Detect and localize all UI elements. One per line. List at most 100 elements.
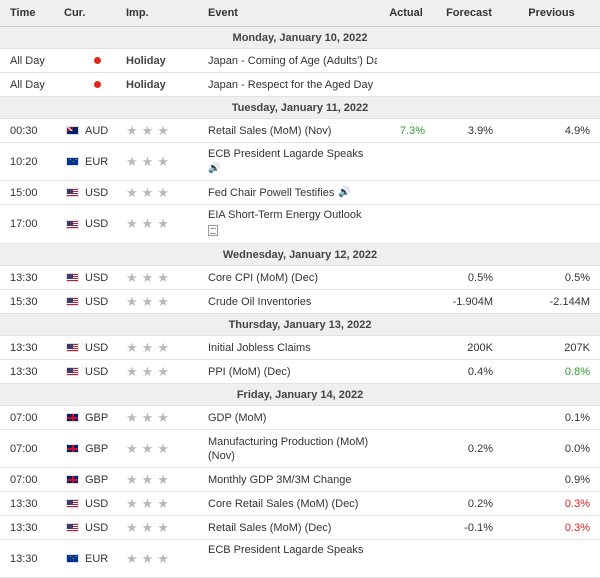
table-row[interactable]: 15:30 USD ★★★ Crude Oil Inventories -1.9… bbox=[0, 289, 600, 314]
event-name[interactable]: GDP (MoM) bbox=[204, 405, 377, 430]
header-row: Time Cur. Imp. Event Actual Forecast Pre… bbox=[0, 0, 600, 27]
header-event[interactable]: Event bbox=[204, 0, 377, 27]
event-name[interactable]: Core CPI (MoM) (Dec) bbox=[204, 265, 377, 290]
event-cell[interactable]: ECB President Lagarde Speaks 🔊 bbox=[204, 142, 377, 181]
header-actual[interactable]: Actual bbox=[377, 0, 435, 27]
event-name[interactable]: ECB President Lagarde Speaks bbox=[204, 539, 377, 578]
forecast-value bbox=[435, 72, 503, 97]
table-row[interactable]: 13:30 USD ★★★ Retail Sales (MoM) (Dec) -… bbox=[0, 515, 600, 540]
event-name[interactable]: Retail Sales (MoM) (Dec) bbox=[204, 515, 377, 540]
currency-cell: USD bbox=[60, 180, 122, 205]
actual-value: 7.3% bbox=[377, 118, 435, 143]
event-name[interactable]: Core Retail Sales (MoM) (Dec) bbox=[204, 491, 377, 516]
currency-cell bbox=[60, 48, 122, 73]
table-row[interactable]: 17:00 USD ★★★ EIA Short-Term Energy Outl… bbox=[0, 204, 600, 244]
table-row[interactable]: 00:30 AUD ★★★ Retail Sales (MoM) (Nov) 7… bbox=[0, 118, 600, 143]
event-name[interactable]: EIA Short-Term Energy Outlook bbox=[208, 209, 362, 221]
table-row[interactable]: 10:20 EUR ★★★ ECB President Lagarde Spea… bbox=[0, 142, 600, 181]
star-rating-icon: ★★★ bbox=[126, 519, 173, 535]
day-label: Monday, January 10, 2022 bbox=[0, 26, 600, 49]
currency-cell: AUD bbox=[60, 118, 122, 143]
usa-flag-icon bbox=[66, 273, 79, 283]
header-importance[interactable]: Imp. bbox=[122, 0, 204, 27]
header-currency[interactable]: Cur. bbox=[60, 0, 122, 27]
event-name[interactable]: Manufacturing Production (MoM) (Nov) bbox=[204, 429, 377, 468]
event-cell[interactable]: Fed Chair Powell Testifies 🔊 bbox=[204, 180, 377, 205]
forecast-value: 0.4% bbox=[435, 359, 503, 384]
star-rating-icon: ★★★ bbox=[126, 153, 173, 169]
currency-code: GBP bbox=[85, 473, 109, 486]
event-time: 00:30 bbox=[0, 118, 60, 143]
event-time: All Day bbox=[0, 48, 60, 73]
forecast-value bbox=[435, 48, 503, 73]
table-row[interactable]: 07:00 GBP ★★★ Monthly GDP 3M/3M Change 0… bbox=[0, 467, 600, 492]
previous-value: 0.1% bbox=[503, 405, 600, 430]
currency-cell: GBP bbox=[60, 467, 122, 492]
event-time: 15:30 bbox=[0, 289, 60, 314]
previous-value: 0.8% bbox=[503, 359, 600, 384]
event-time: 13:30 bbox=[0, 359, 60, 384]
table-row[interactable]: All Day Holiday Japan - Coming of Age (A… bbox=[0, 48, 600, 73]
previous-value: 207K bbox=[503, 335, 600, 360]
table-row[interactable]: 13:30 USD ★★★ PPI (MoM) (Dec) 0.4% 0.8% bbox=[0, 359, 600, 384]
japan-flag-icon bbox=[94, 81, 101, 89]
currency-code: USD bbox=[85, 271, 109, 284]
event-name[interactable]: Crude Oil Inventories bbox=[204, 289, 377, 314]
currency-code: USD bbox=[85, 341, 109, 354]
table-row[interactable]: 07:00 GBP ★★★ GDP (MoM) 0.1% bbox=[0, 405, 600, 430]
table-row[interactable]: 15:00 USD ★★★ Fed Chair Powell Testifies… bbox=[0, 180, 600, 205]
star-rating-icon: ★★★ bbox=[126, 471, 173, 487]
event-name[interactable]: Retail Sales (MoM) (Nov) bbox=[204, 118, 377, 143]
actual-value bbox=[377, 265, 435, 290]
header-previous[interactable]: Previous bbox=[503, 0, 600, 27]
document-icon bbox=[208, 225, 218, 236]
forecast-value: 0.2% bbox=[435, 491, 503, 516]
importance-stars: ★★★ bbox=[122, 491, 204, 516]
currency-code: USD bbox=[85, 295, 109, 308]
currency-cell: USD bbox=[60, 265, 122, 290]
event-name[interactable]: Japan - Respect for the Aged Day bbox=[204, 72, 377, 97]
importance-stars: ★★★ bbox=[122, 180, 204, 205]
currency-code: USD bbox=[85, 497, 109, 510]
previous-value bbox=[503, 72, 600, 97]
currency-cell bbox=[60, 72, 122, 97]
previous-value bbox=[503, 204, 600, 244]
table-row[interactable]: 13:30 USD ★★★ Core Retail Sales (MoM) (D… bbox=[0, 491, 600, 516]
event-name[interactable]: Monthly GDP 3M/3M Change bbox=[204, 467, 377, 492]
event-name[interactable]: PPI (MoM) (Dec) bbox=[204, 359, 377, 384]
table-row[interactable]: 13:30 USD ★★★ Core CPI (MoM) (Dec) 0.5% … bbox=[0, 265, 600, 290]
event-name[interactable]: Japan - Coming of Age (Adults') Day bbox=[204, 48, 377, 73]
table-row[interactable]: 07:00 GBP ★★★ Manufacturing Production (… bbox=[0, 429, 600, 468]
event-time: 07:00 bbox=[0, 429, 60, 468]
currency-code: USD bbox=[85, 186, 109, 199]
speaker-icon: 🔊 bbox=[338, 187, 351, 199]
event-name[interactable]: ECB President Lagarde Speaks bbox=[208, 148, 364, 161]
star-rating-icon: ★★★ bbox=[126, 293, 173, 309]
currency-code: GBP bbox=[85, 411, 109, 424]
star-rating-icon: ★★★ bbox=[126, 495, 173, 511]
header-forecast[interactable]: Forecast bbox=[435, 0, 503, 27]
forecast-value: -0.1% bbox=[435, 515, 503, 540]
previous-value: 0.3% bbox=[503, 515, 600, 540]
importance-stars: ★★★ bbox=[122, 335, 204, 360]
table-row[interactable]: All Day Holiday Japan - Respect for the … bbox=[0, 72, 600, 97]
table-row[interactable]: 13:30 EUR ★★★ ECB President Lagarde Spea… bbox=[0, 539, 600, 578]
actual-value bbox=[377, 289, 435, 314]
star-rating-icon: ★★★ bbox=[126, 122, 173, 138]
event-name[interactable]: Initial Jobless Claims bbox=[204, 335, 377, 360]
table-row[interactable]: 13:30 USD ★★★ Initial Jobless Claims 200… bbox=[0, 335, 600, 360]
star-rating-icon: ★★★ bbox=[126, 216, 173, 231]
usa-flag-icon bbox=[66, 297, 79, 307]
australia-flag-icon bbox=[66, 126, 79, 136]
importance-stars: ★★★ bbox=[122, 405, 204, 430]
holiday-label: Holiday bbox=[122, 72, 204, 97]
eu-flag-icon bbox=[66, 157, 79, 167]
event-cell[interactable]: EIA Short-Term Energy Outlook bbox=[204, 204, 377, 244]
event-time: All Day bbox=[0, 72, 60, 97]
event-name[interactable]: Fed Chair Powell Testifies bbox=[208, 186, 335, 199]
usa-flag-icon bbox=[66, 499, 79, 509]
currency-cell: USD bbox=[60, 335, 122, 360]
header-time[interactable]: Time bbox=[0, 0, 60, 27]
day-label: Tuesday, January 11, 2022 bbox=[0, 96, 600, 119]
